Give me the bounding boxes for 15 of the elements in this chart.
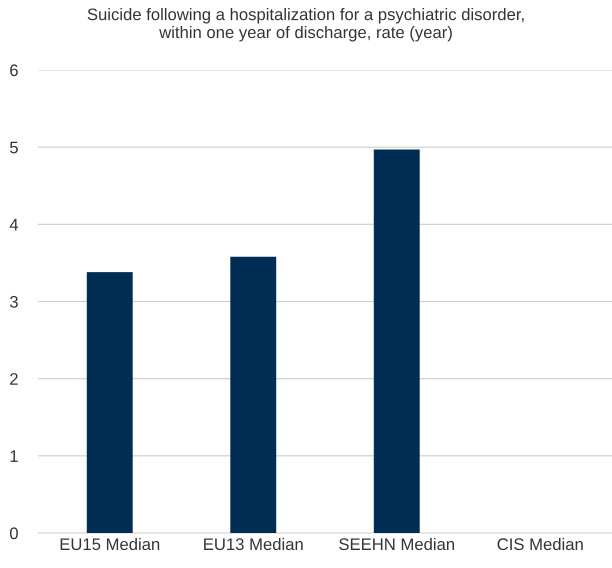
- y-tick-label: 2: [10, 373, 18, 385]
- y-tick-label: 5: [10, 142, 18, 154]
- chart-title: Suicide following a hospitalization for a psychiatric disorder, within one year of discharge, rate (year): [88, 8, 524, 42]
- y-tick-label: 6: [10, 64, 18, 76]
- x-tick-label: SEEHN Median: [339, 538, 454, 550]
- bar: [374, 149, 420, 533]
- bar: [230, 256, 276, 533]
- x-tick-label: EU13 Median: [204, 538, 303, 550]
- y-tick-label: 0: [10, 527, 18, 540]
- y-tick-label: 4: [10, 218, 18, 230]
- x-tick-label: CIS Median: [498, 538, 583, 550]
- y-tick-label: 1: [10, 450, 18, 462]
- bar: [86, 272, 133, 533]
- x-tick-label: EU15 Median: [60, 538, 160, 550]
- y-tick-label: 3: [10, 296, 18, 308]
